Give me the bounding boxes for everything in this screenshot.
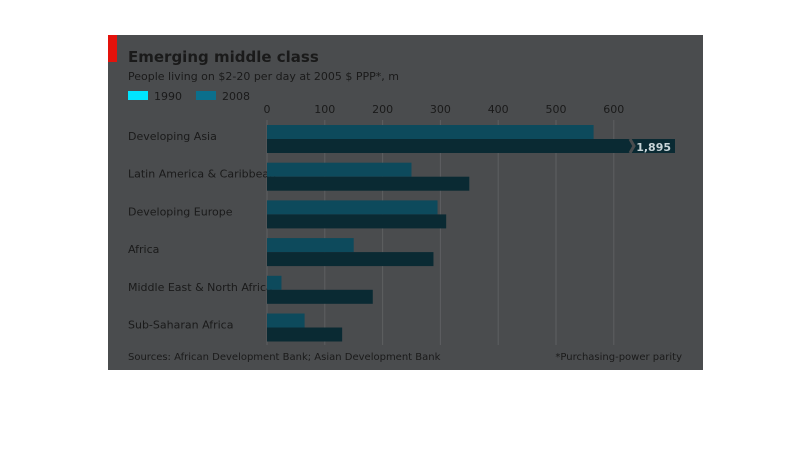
- legend-label-1990: 1990: [154, 90, 182, 103]
- legend-label-2008: 2008: [222, 90, 250, 103]
- x-tick-label: 600: [603, 103, 624, 116]
- bar-1990: [267, 200, 438, 215]
- bars: 1,895: [267, 125, 675, 342]
- break-value-label: 1,895: [636, 141, 671, 154]
- category-label: Latin America & Caribbean: [128, 168, 276, 181]
- source-note: Sources: African Development Bank; Asian…: [128, 352, 441, 363]
- x-tick-label: 300: [430, 103, 451, 116]
- x-tick-label: 400: [488, 103, 509, 116]
- category-label: Africa: [128, 243, 159, 256]
- x-tick-label: 500: [546, 103, 567, 116]
- legend: 1990 2008: [128, 90, 250, 103]
- axis-break-mark: [628, 138, 636, 154]
- bar-2008: [267, 327, 343, 342]
- bar-2008: [267, 139, 675, 153]
- category-label: Developing Europe: [128, 205, 233, 218]
- x-axis-ticks: 0 100 200 300 400 500 600: [264, 103, 625, 116]
- bar-2008: [267, 214, 447, 229]
- x-tick-label: 100: [314, 103, 335, 116]
- category-label: Developing Asia: [128, 130, 217, 143]
- x-tick-label: 200: [372, 103, 393, 116]
- bar-1990: [267, 238, 354, 253]
- legend-swatch-1990: [128, 91, 148, 100]
- x-tick-label: 0: [264, 103, 271, 116]
- category-label: Sub-Saharan Africa: [128, 319, 233, 332]
- footnote: *Purchasing-power parity: [555, 352, 682, 363]
- bar-2008: [267, 176, 470, 191]
- bar-1990: [267, 162, 412, 177]
- bar-1990: [267, 125, 594, 139]
- bar-1990: [267, 275, 282, 290]
- bar-2008: [267, 289, 373, 304]
- chart-title: Emerging middle class: [128, 48, 319, 66]
- category-labels: Developing Asia Latin America & Caribbean…: [128, 130, 276, 332]
- bar-2008: [267, 252, 434, 267]
- bar-1990: [267, 313, 305, 328]
- grid-lines: [266, 120, 615, 345]
- accent-mark: [108, 35, 117, 62]
- legend-swatch-2008: [196, 91, 216, 100]
- chart-subtitle: People living on $2-20 per day at 2005 $…: [128, 70, 399, 83]
- category-label: Middle East & North Africa: [128, 281, 273, 294]
